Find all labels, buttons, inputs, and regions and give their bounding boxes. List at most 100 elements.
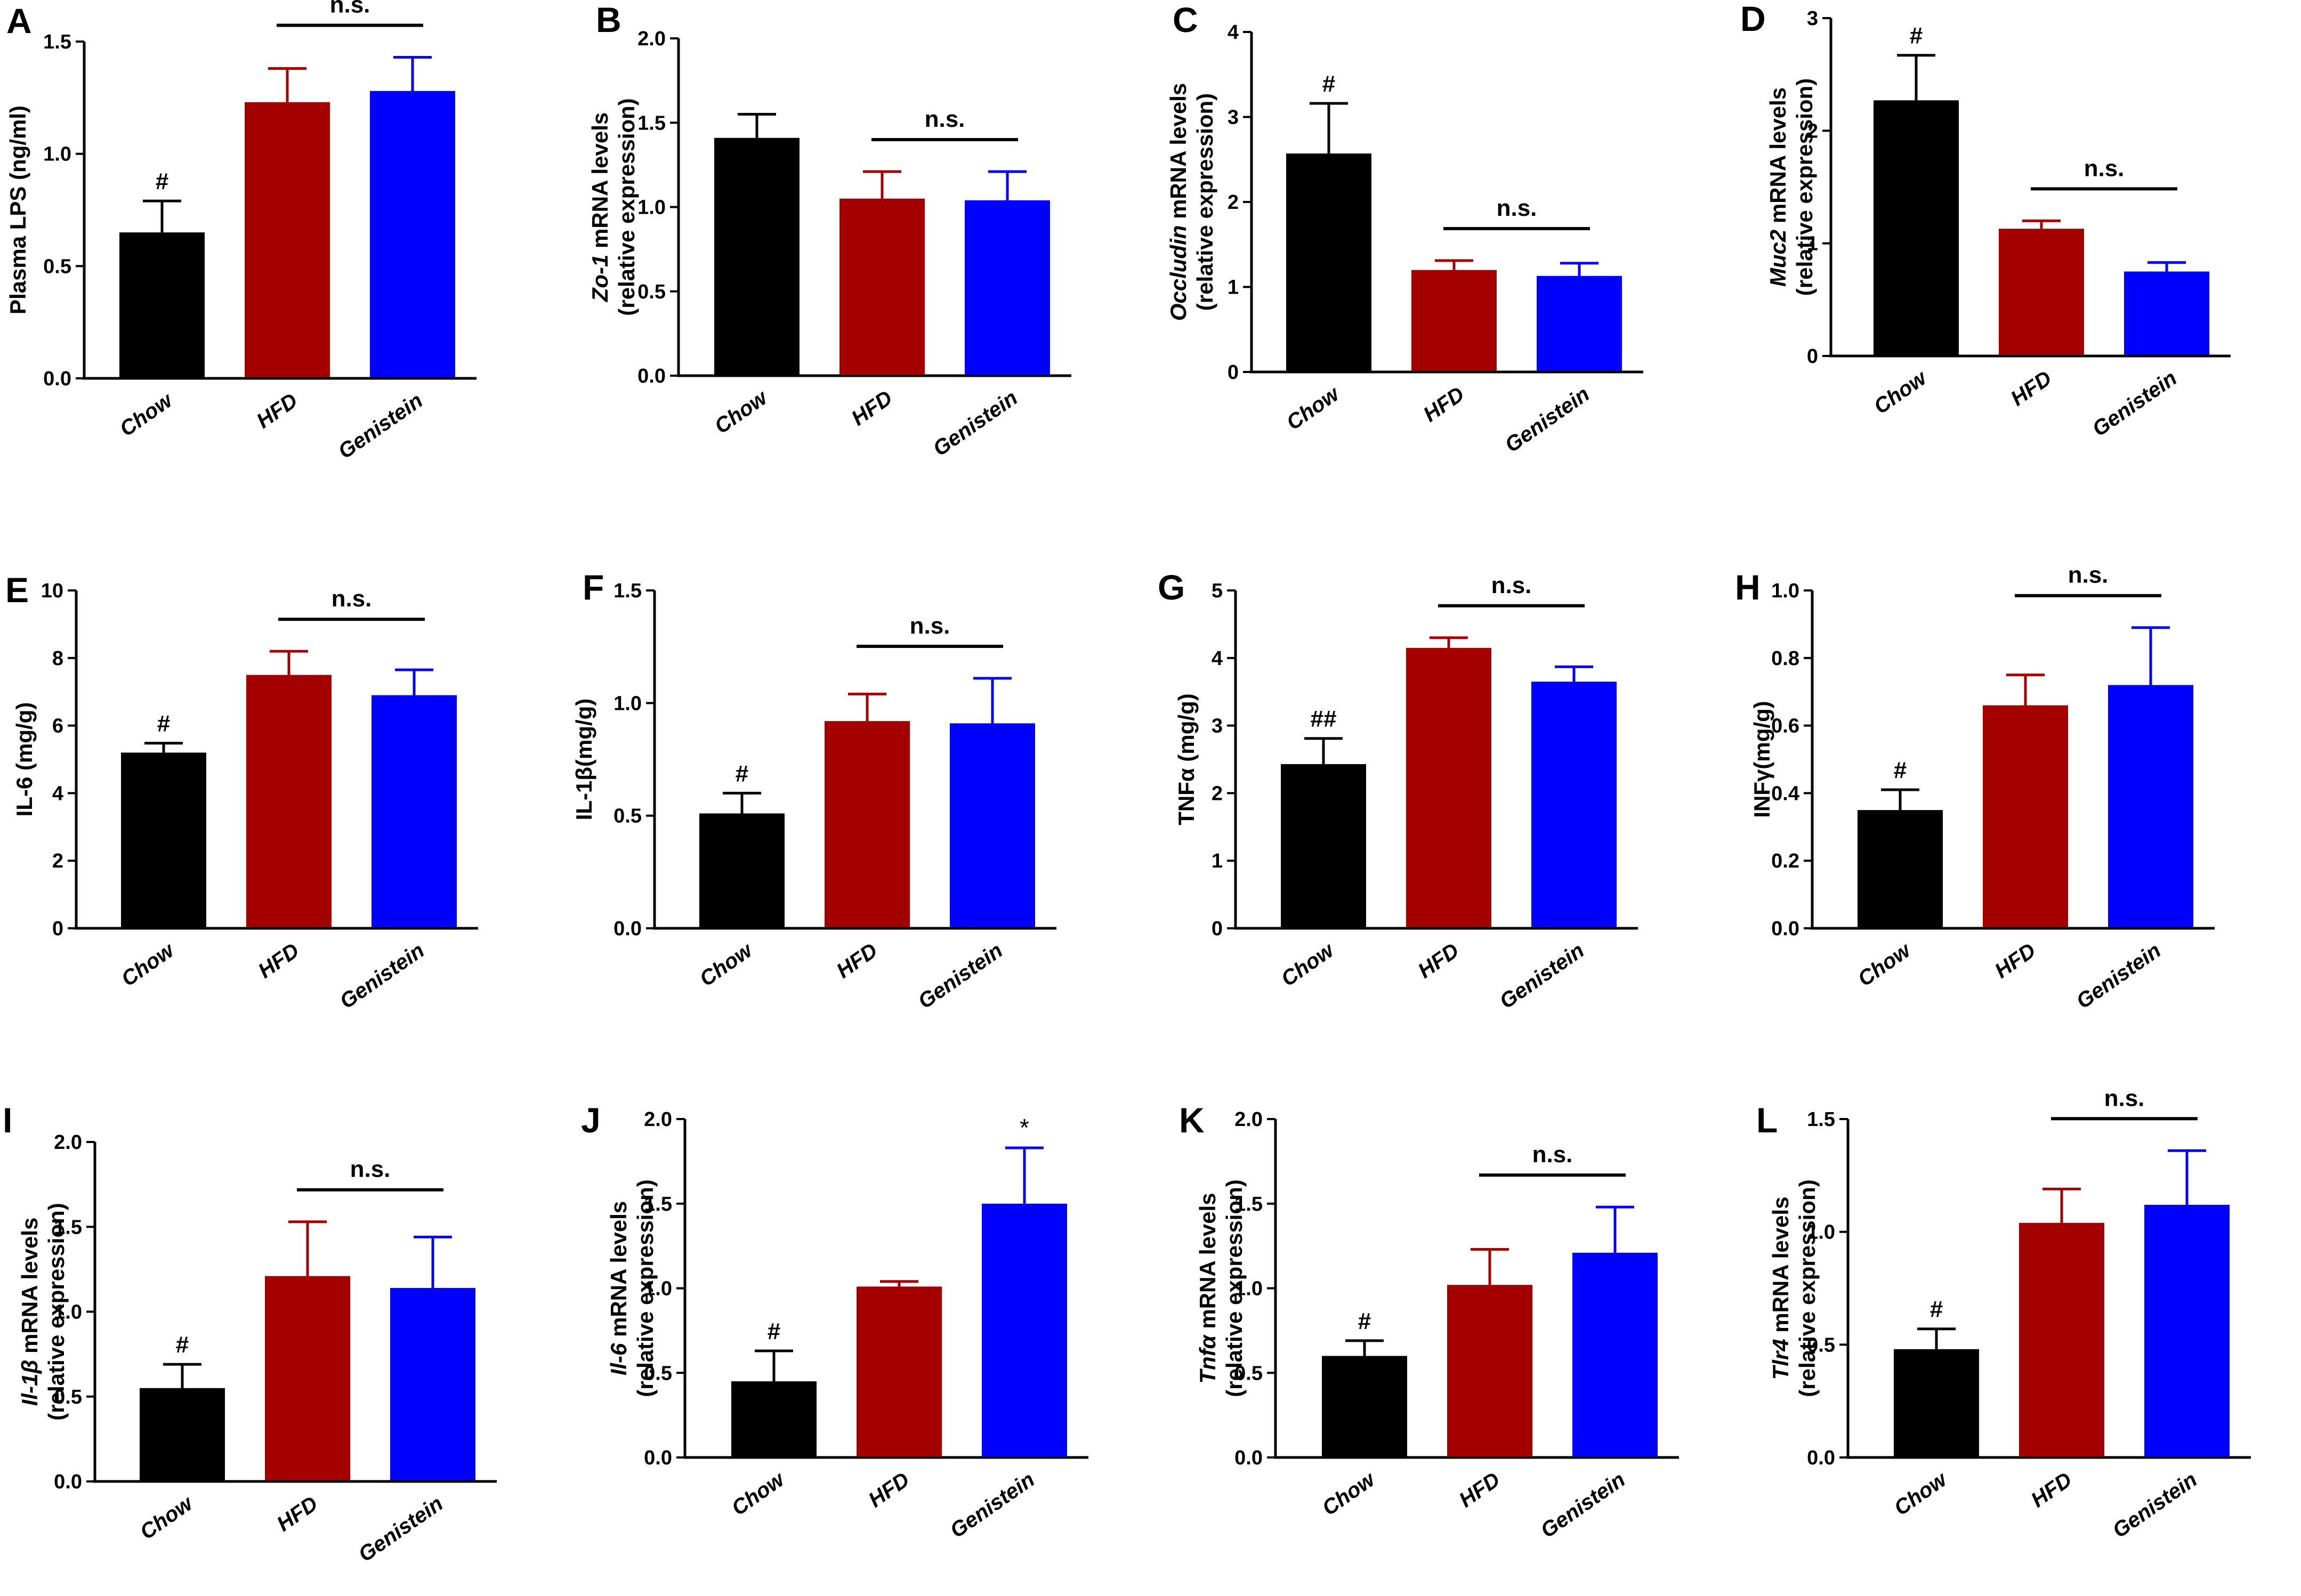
y-tick-label: 1.5 bbox=[54, 1216, 82, 1238]
y-tick-label: 3 bbox=[1212, 715, 1223, 738]
y-tick-label: 1.0 bbox=[1771, 580, 1799, 602]
y-tick-label: 1.0 bbox=[1234, 1278, 1263, 1300]
bar-genistein bbox=[1531, 682, 1617, 927]
y-axis-label: Muc2 mRNA levels bbox=[1765, 87, 1790, 287]
y-tick-label: 0.0 bbox=[1234, 1447, 1263, 1469]
x-tick-label: HFD bbox=[1414, 938, 1464, 983]
x-tick-label: Genistein bbox=[354, 1492, 448, 1567]
significance-mark: # bbox=[768, 1318, 780, 1344]
x-tick-label: HFD bbox=[847, 386, 897, 430]
y-tick-label: 4 bbox=[1228, 21, 1239, 44]
y-tick-label: 4 bbox=[1212, 647, 1223, 670]
y-axis-label: (relative expression) bbox=[1192, 93, 1217, 311]
y-axis-label: Il-1β mRNA levels bbox=[17, 1218, 42, 1406]
x-tick-label: Chow bbox=[117, 938, 180, 991]
y-tick-label: 0.6 bbox=[1771, 715, 1799, 738]
panel-j: JIl-6 mRNA levels (relative expression)0.… bbox=[581, 1100, 1088, 1543]
x-tick-label: HFD bbox=[254, 938, 304, 983]
x-tick-label: Chow bbox=[1870, 366, 1932, 419]
panel-letter: F bbox=[583, 568, 604, 607]
y-tick-label: 0 bbox=[1228, 361, 1239, 384]
bar-chow bbox=[1286, 153, 1371, 371]
significance-mark: # bbox=[1358, 1308, 1371, 1334]
y-tick-label: 1.0 bbox=[613, 692, 642, 715]
y-tick-label: 1.5 bbox=[1234, 1193, 1263, 1216]
bar-chow bbox=[1281, 764, 1366, 927]
x-tick-label: Genistein bbox=[336, 938, 429, 1014]
y-tick-label: 2 bbox=[1212, 782, 1223, 805]
y-tick-label: 0.5 bbox=[637, 281, 666, 303]
y-tick-label: 0.5 bbox=[54, 1386, 82, 1408]
y-tick-label: 1.0 bbox=[637, 197, 666, 219]
bar-hfd bbox=[857, 1286, 942, 1456]
bar-hfd bbox=[1406, 647, 1491, 927]
ns-label: n.s. bbox=[330, 0, 370, 18]
y-tick-label: 0.2 bbox=[1771, 850, 1799, 872]
significance-mark: # bbox=[1930, 1297, 1943, 1323]
y-tick-label: 2.0 bbox=[637, 28, 666, 50]
bar-chow bbox=[714, 137, 800, 375]
ns-label: n.s. bbox=[925, 106, 965, 132]
x-tick-label: Genistein bbox=[334, 388, 427, 464]
y-tick-label: 0.0 bbox=[43, 368, 71, 390]
x-tick-label: Chow bbox=[116, 388, 178, 441]
y-tick-label: 0.5 bbox=[1807, 1334, 1835, 1356]
y-tick-label: 1 bbox=[1228, 277, 1239, 299]
y-axis-label: (relative expression) bbox=[1792, 78, 1817, 296]
bar-genistein bbox=[370, 91, 455, 377]
y-tick-label: 2 bbox=[52, 850, 63, 872]
ns-label: n.s. bbox=[2068, 562, 2109, 588]
bar-hfd bbox=[245, 102, 330, 377]
significance-mark: # bbox=[176, 1332, 189, 1358]
bar-genistein bbox=[1537, 276, 1622, 371]
panel-h: H INFγ(mg/g) 0.0 0.2 0.4 0.6 0.8 1.0 Chow # HFD Gen… bbox=[1735, 562, 2215, 1014]
y-axis-label: IL-1β(mg/g) bbox=[571, 699, 596, 821]
panel-letter: D bbox=[1740, 0, 1766, 38]
bar-genistein bbox=[982, 1203, 1067, 1456]
panel-c: C Occludin mRNA levels (relative expressio… bbox=[1166, 0, 1643, 457]
panel-g: G TNFα (mg/g) 0 1 2 3 4 5 Chow ## HFD Genistein n.s. bbox=[1158, 568, 1638, 1014]
y-tick-label: 1.0 bbox=[644, 1278, 672, 1300]
significance-mark: # bbox=[736, 760, 748, 787]
bar-genistein bbox=[372, 695, 457, 927]
y-tick-label: 0.0 bbox=[1771, 918, 1799, 940]
y-tick-label: 1.5 bbox=[644, 1193, 672, 1216]
y-axis-label: (relative expression) bbox=[44, 1203, 69, 1421]
x-tick-label: Genistein bbox=[946, 1468, 1039, 1543]
bar-chow bbox=[121, 752, 206, 927]
panel-letter: G bbox=[1158, 568, 1185, 607]
y-tick-label: 0.4 bbox=[1771, 782, 1799, 805]
x-tick-label: Chow bbox=[1277, 938, 1339, 991]
significance-mark: # bbox=[1322, 71, 1335, 97]
x-tick-label: Chow bbox=[1854, 938, 1916, 991]
significance-mark: ## bbox=[1311, 706, 1337, 732]
ns-label: n.s. bbox=[1532, 1141, 1573, 1168]
bar-chow bbox=[699, 813, 785, 927]
y-tick-label: 3 bbox=[1807, 7, 1818, 30]
bar-hfd bbox=[2019, 1222, 2104, 1456]
y-axis-label: IL-6 (mg/g) bbox=[12, 702, 37, 817]
bar-chow bbox=[1322, 1356, 1407, 1456]
y-axis-label: Plasma LPS (ng/ml) bbox=[5, 106, 30, 314]
bar-hfd bbox=[1983, 705, 2068, 927]
x-tick-label: Genistein bbox=[1537, 1468, 1630, 1543]
x-tick-label: Genistein bbox=[929, 386, 1022, 461]
y-axis-label: Il-6 mRNA levels bbox=[606, 1201, 631, 1376]
ns-label: n.s. bbox=[2084, 155, 2125, 181]
y-tick-label: 3 bbox=[1228, 107, 1239, 129]
y-tick-label: 1 bbox=[1212, 850, 1223, 872]
y-tick-label: 2 bbox=[1807, 120, 1818, 142]
y-tick-label: 0.0 bbox=[644, 1447, 672, 1469]
y-tick-label: 0 bbox=[1807, 345, 1818, 368]
x-tick-label: HFD bbox=[273, 1492, 322, 1536]
y-tick-label: 2.0 bbox=[54, 1131, 82, 1154]
bar-genistein bbox=[2144, 1204, 2230, 1456]
bar-genistein bbox=[965, 200, 1050, 375]
panel-f: F IL-1β(mg/g) 0.0 0.5 1.0 1.5 Chow # HFD Genistei… bbox=[571, 568, 1056, 1014]
x-tick-label: HFD bbox=[865, 1468, 914, 1512]
bar-chow bbox=[1894, 1349, 1979, 1456]
y-tick-label: 0.0 bbox=[613, 918, 642, 940]
x-tick-label: HFD bbox=[833, 938, 882, 983]
x-tick-label: HFD bbox=[253, 388, 302, 433]
